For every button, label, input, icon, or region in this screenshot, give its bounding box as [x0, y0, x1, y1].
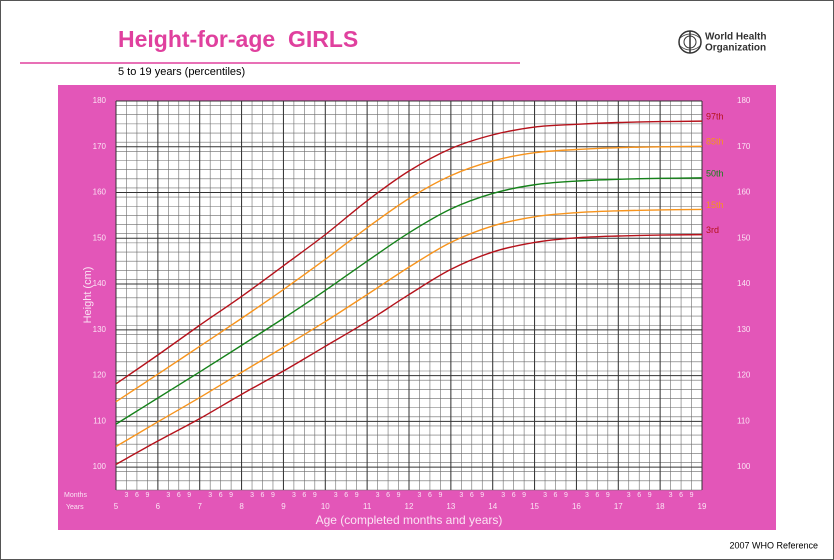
month-tick-label: 9 [313, 492, 317, 499]
y2-tick-label: 110 [737, 416, 750, 425]
month-tick-label: 9 [145, 492, 149, 499]
y-tick-label: 110 [93, 416, 106, 425]
month-tick-label: 3 [501, 492, 505, 499]
series-label: 15th [706, 200, 724, 210]
x-tick-label: 5 [114, 502, 119, 511]
x-tick-label: 12 [405, 502, 414, 511]
x-tick-label: 15 [530, 502, 539, 511]
y-tick-label: 100 [93, 462, 107, 471]
y-tick-label: 170 [93, 142, 107, 151]
org-name-line: World Health [705, 32, 766, 43]
month-tick-label: 9 [187, 492, 191, 499]
who-logo [678, 30, 702, 54]
x-tick-label: 9 [281, 502, 286, 511]
percentile-line [115, 233, 703, 465]
x-tick-label: 18 [656, 502, 665, 511]
month-tick-label: 6 [554, 492, 558, 499]
month-tick-label: 9 [229, 492, 233, 499]
percentile-line [115, 145, 703, 403]
org-name-line: Organization [705, 43, 766, 54]
month-tick-label: 6 [135, 492, 139, 499]
x-tick-label: 17 [614, 502, 623, 511]
month-tick-label: 6 [679, 492, 683, 499]
month-tick-label: 9 [355, 492, 359, 499]
y2-tick-label: 120 [737, 371, 751, 380]
lines: 97th 85th 50th 15th 3rd [115, 112, 724, 465]
x-tick-label: 8 [239, 502, 244, 511]
month-tick-label: 3 [418, 492, 422, 499]
month-tick-label: 3 [543, 492, 547, 499]
y2-tick-label: 160 [737, 188, 751, 197]
y2-tick-label: 180 [737, 96, 751, 105]
series-label: 50th [706, 168, 724, 178]
x-tick-label: 10 [321, 502, 330, 511]
month-tick-label: 9 [271, 492, 275, 499]
percentile-line [115, 120, 703, 385]
month-tick-label: 9 [522, 492, 526, 499]
month-tick-label: 3 [585, 492, 589, 499]
y-axis-label: Height (cm) [82, 267, 94, 324]
series-label: 97th [706, 112, 724, 122]
x-axis-label: Age (completed months and years) [316, 513, 503, 527]
y-tick-label: 180 [93, 96, 107, 105]
series-label: 3rd [706, 225, 719, 235]
years-row-label: Years [66, 504, 84, 511]
y2-tick-label: 140 [737, 279, 751, 288]
month-tick-label: 6 [386, 492, 390, 499]
month-tick-label: 3 [125, 492, 129, 499]
chart-subtitle: 5 to 19 years (percentiles) [118, 66, 245, 78]
month-tick-label: 6 [595, 492, 599, 499]
month-tick-label: 9 [564, 492, 568, 499]
percentile-line [115, 208, 703, 448]
month-tick-label: 6 [512, 492, 516, 499]
month-tick-label: 3 [208, 492, 212, 499]
month-tick-label: 9 [480, 492, 484, 499]
grid [115, 100, 703, 491]
x-tick-label: 11 [363, 502, 372, 511]
y-tick-label: 140 [93, 279, 107, 288]
month-tick-label: 6 [177, 492, 181, 499]
month-tick-label: 6 [637, 492, 641, 499]
x-tick-label: 6 [156, 502, 161, 511]
month-tick-label: 6 [428, 492, 432, 499]
y-tick-label: 160 [93, 188, 107, 197]
month-tick-label: 6 [344, 492, 348, 499]
x-tick-label: 7 [197, 502, 202, 511]
month-tick-label: 9 [397, 492, 401, 499]
x-tick-label: 19 [698, 502, 707, 511]
month-tick-label: 3 [166, 492, 170, 499]
month-tick-label: 6 [470, 492, 474, 499]
month-tick-label: 3 [627, 492, 631, 499]
y-tick-label: 150 [93, 233, 107, 242]
month-tick-label: 9 [690, 492, 694, 499]
month-tick-label: 6 [219, 492, 223, 499]
month-tick-label: 3 [250, 492, 254, 499]
month-tick-label: 3 [334, 492, 338, 499]
month-tick-label: 3 [376, 492, 380, 499]
y2-tick-label: 150 [737, 233, 751, 242]
month-tick-label: 3 [292, 492, 296, 499]
percentile-line [115, 177, 703, 425]
series-label: 85th [706, 137, 724, 147]
month-tick-label: 6 [261, 492, 265, 499]
x-tick-label: 14 [488, 502, 497, 511]
month-tick-label: 6 [302, 492, 306, 499]
month-tick-label: 9 [606, 492, 610, 499]
month-tick-label: 3 [459, 492, 463, 499]
footer: 2007 WHO Reference [729, 540, 818, 550]
y-tick-label: 120 [93, 371, 107, 380]
y2-tick-label: 130 [737, 325, 751, 334]
month-tick-label: 9 [648, 492, 652, 499]
y2-tick-label: 170 [737, 142, 751, 151]
month-tick-label: 3 [669, 492, 673, 499]
month-tick-label: 9 [438, 492, 442, 499]
chart-title: Height-for-age GIRLS [118, 26, 358, 52]
x-tick-label: 13 [446, 502, 455, 511]
x-tick-label: 16 [572, 502, 581, 511]
months-row-label: Months [64, 492, 87, 499]
y2-tick-label: 100 [737, 462, 751, 471]
y-tick-label: 130 [93, 325, 107, 334]
